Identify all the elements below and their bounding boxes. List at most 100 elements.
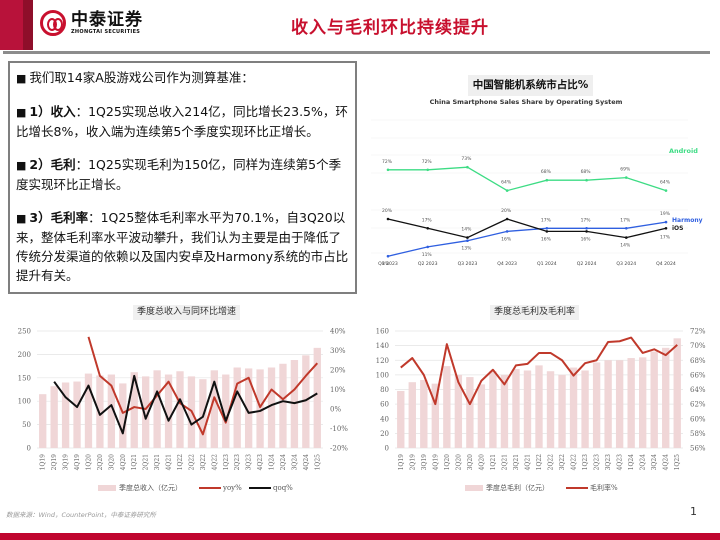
svg-text:3Q24: 3Q24	[291, 454, 298, 471]
point-text: ：1Q25整体毛利率水平为70.1%，自3Q20以来，整体毛利率水平波动攀升，我…	[16, 210, 349, 283]
revenue-chart-title: 季度总收入与同环比增速	[133, 305, 241, 320]
svg-text:2Q24: 2Q24	[280, 454, 287, 471]
summary-textbox: ■ 我们取14家A股游戏公司作为测算基准： ■ 1）收入：1Q25实现总收入214亿…	[8, 61, 357, 294]
svg-text:150: 150	[18, 374, 31, 382]
svg-text:14%: 14%	[620, 243, 631, 249]
revenue-plot: 0 50 100 150 200 250 -20% -10% 0% 10% 20% 30% 40% 1Q1…	[18, 328, 349, 493]
svg-text:2Q20: 2Q20	[97, 454, 104, 471]
svg-text:64%: 64%	[660, 180, 671, 186]
svg-text:Android: Android	[669, 147, 698, 155]
svg-text:70%: 70%	[690, 342, 706, 350]
svg-text:20%: 20%	[382, 208, 393, 214]
svg-text:60%: 60%	[690, 415, 706, 423]
svg-text:3Q24: 3Q24	[651, 454, 658, 471]
square-bullet-icon: ■	[16, 159, 27, 172]
svg-text:1Q23: 1Q23	[582, 454, 589, 471]
svg-text:3Q22: 3Q22	[200, 454, 207, 471]
svg-text:2Q22: 2Q22	[188, 454, 195, 471]
svg-text:Q1 2024: Q1 2024	[537, 261, 557, 267]
svg-text:1Q20: 1Q20	[85, 454, 92, 471]
svg-text:17%: 17%	[541, 217, 552, 223]
header-accent-band	[0, 0, 23, 50]
svg-text:iOS: iOS	[672, 225, 683, 232]
svg-text:Q3 2024: Q3 2024	[616, 261, 636, 267]
svg-text:160: 160	[376, 328, 389, 336]
svg-text:64%: 64%	[690, 386, 706, 394]
svg-text:100: 100	[376, 371, 389, 379]
svg-text:4Q22: 4Q22	[571, 454, 578, 471]
svg-text:17%: 17%	[422, 217, 433, 223]
svg-text:50: 50	[22, 421, 31, 429]
svg-text:0%: 0%	[330, 406, 341, 414]
os-share-plot: 72% 72% 73% 64% 68% 68% 69% 64% 8% 11% 13% 16% 17% 17…	[371, 119, 703, 267]
svg-text:Q1 2023: Q1 2023	[378, 261, 398, 267]
svg-text:Q4 2024: Q4 2024	[656, 261, 676, 267]
svg-text:69%: 69%	[620, 167, 631, 173]
header-accent-band-dark	[23, 0, 33, 50]
svg-text:4Q21: 4Q21	[166, 454, 173, 470]
svg-text:4Q21: 4Q21	[524, 454, 531, 470]
svg-text:3Q22: 3Q22	[559, 454, 566, 471]
svg-text:40%: 40%	[330, 328, 346, 336]
svg-text:250: 250	[18, 328, 31, 336]
logo-english-name: ZHONGTAI SECURITIES	[71, 29, 141, 35]
footer-band	[0, 533, 720, 540]
svg-text:2Q22: 2Q22	[548, 454, 555, 471]
svg-text:8%: 8%	[382, 261, 390, 267]
svg-text:3Q19: 3Q19	[63, 454, 70, 471]
svg-text:17%: 17%	[660, 234, 671, 240]
svg-text:季度总毛利（亿元）: 季度总毛利（亿元）	[486, 483, 549, 492]
svg-text:3Q20: 3Q20	[108, 454, 115, 471]
svg-text:72%: 72%	[382, 159, 393, 165]
header-divider	[3, 51, 710, 54]
svg-text:4Q19: 4Q19	[432, 454, 439, 471]
svg-text:68%: 68%	[690, 357, 706, 365]
svg-text:20: 20	[380, 430, 389, 438]
svg-text:1Q19: 1Q19	[40, 454, 47, 471]
svg-text:qoq%: qoq%	[273, 484, 293, 492]
point-text: ：1Q25实现毛利为150亿，同样为连续第5个季度实现环比正增长。	[16, 157, 342, 192]
svg-text:16%: 16%	[541, 236, 552, 242]
svg-text:56%: 56%	[690, 445, 706, 453]
svg-text:4Q22: 4Q22	[211, 454, 218, 471]
svg-text:1Q25: 1Q25	[314, 454, 321, 471]
svg-text:100: 100	[18, 398, 31, 406]
svg-text:68%: 68%	[541, 169, 552, 175]
os-chart-title-cn: 中国智能机系统市占比%	[468, 75, 593, 96]
os-share-chart: 72% 72% 73% 64% 68% 68% 69% 64% 8% 11% 13% 16% 17% 17…	[366, 68, 706, 273]
svg-text:2Q23: 2Q23	[234, 454, 241, 471]
svg-text:73%: 73%	[461, 156, 472, 162]
svg-text:1Q19: 1Q19	[398, 454, 405, 471]
svg-text:66%: 66%	[690, 371, 706, 379]
svg-text:16%: 16%	[581, 236, 592, 242]
svg-text:-10%: -10%	[330, 425, 348, 433]
svg-text:2Q19: 2Q19	[409, 454, 416, 471]
svg-text:1Q25: 1Q25	[674, 454, 681, 471]
svg-text:11%: 11%	[422, 252, 433, 258]
svg-text:19%: 19%	[660, 211, 671, 217]
gross-profit-plot: 0 20 40 60 80 100 120 140 160 56% 58% 60% 62% 64% 66% 6…	[376, 328, 706, 493]
svg-text:2Q20: 2Q20	[455, 454, 462, 471]
svg-text:4Q24: 4Q24	[663, 454, 670, 471]
svg-text:Q4 2023: Q4 2023	[497, 261, 517, 267]
svg-text:Q2 2023: Q2 2023	[418, 261, 438, 267]
point-label: 3）毛利率	[29, 210, 89, 225]
svg-text:58%: 58%	[690, 430, 706, 438]
svg-text:3Q23: 3Q23	[246, 454, 253, 471]
svg-text:16%: 16%	[501, 236, 512, 242]
svg-text:2Q23: 2Q23	[594, 454, 601, 471]
point-label: 1）收入	[29, 104, 76, 119]
point-label: 2）毛利	[29, 157, 76, 172]
svg-text:1Q22: 1Q22	[536, 454, 543, 471]
svg-text:3Q19: 3Q19	[421, 454, 428, 471]
square-bullet-icon: ■	[16, 72, 27, 85]
svg-text:4Q23: 4Q23	[257, 454, 264, 471]
company-logo: 中泰证券 ZHONGTAI SECURITIES	[40, 10, 143, 36]
svg-text:20%: 20%	[330, 367, 346, 375]
point-gross-margin: ■ 3）毛利率：1Q25整体毛利率水平为70.1%，自3Q20以来，整体毛利率水平…	[16, 208, 349, 285]
svg-text:2Q19: 2Q19	[51, 454, 58, 471]
point-gross-profit: ■ 2）毛利：1Q25实现毛利为150亿，同样为连续第5个季度实现环比正增长。	[16, 155, 349, 194]
svg-text:3Q21: 3Q21	[154, 454, 161, 470]
svg-text:4Q20: 4Q20	[478, 454, 485, 471]
svg-text:4Q24: 4Q24	[303, 454, 310, 471]
